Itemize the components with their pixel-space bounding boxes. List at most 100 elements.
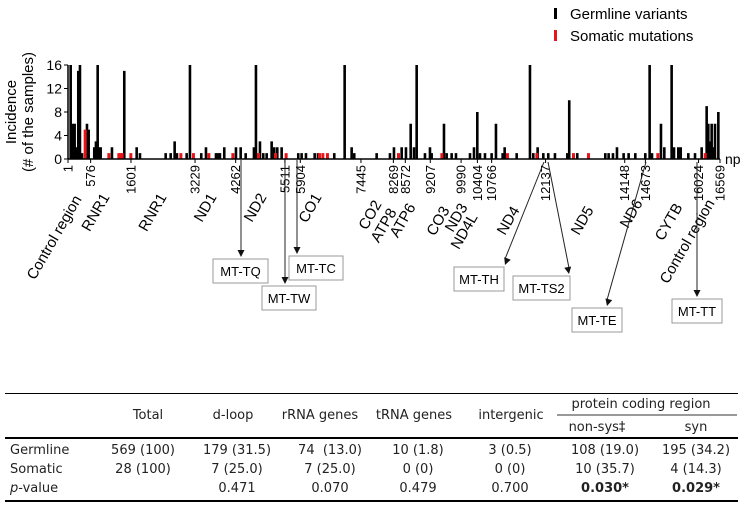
germline-bar bbox=[69, 65, 72, 159]
annotation-box bbox=[261, 285, 317, 311]
germline-bar bbox=[244, 153, 247, 159]
cell: 28 (100) bbox=[115, 462, 171, 477]
germline-bar bbox=[218, 153, 222, 159]
germline-bar bbox=[110, 147, 114, 159]
germline-bar bbox=[392, 147, 396, 159]
arrowhead-icon bbox=[237, 250, 245, 257]
germline-bar bbox=[676, 147, 680, 159]
header-rrna: rRNA genes bbox=[281, 408, 359, 423]
row-label-pvalue: p-value bbox=[10, 481, 58, 496]
somatic-bar bbox=[120, 153, 124, 159]
germline-bar bbox=[375, 153, 378, 159]
somatic-bar bbox=[440, 153, 444, 159]
somatic-bar bbox=[191, 153, 195, 159]
table-bottom-rule bbox=[5, 500, 738, 502]
cell: 0.479 bbox=[399, 481, 437, 496]
germline-bar bbox=[412, 147, 416, 159]
germline-bar bbox=[644, 153, 647, 159]
cell: 74 (13.0) bbox=[298, 443, 362, 458]
somatic-bar bbox=[207, 153, 211, 159]
annotation-label: MT-TS2 bbox=[518, 281, 564, 296]
row-label-germline: Germline bbox=[10, 443, 70, 458]
annotation-label: MT-TQ bbox=[220, 264, 260, 279]
x-tick-label: 10404 bbox=[470, 165, 485, 201]
germline-bar bbox=[713, 123, 717, 159]
x-tick-label: 16569 bbox=[713, 165, 728, 201]
arrowhead-icon bbox=[564, 266, 572, 274]
somatic-bar bbox=[129, 153, 133, 159]
y-axis-subtitle: (# of the samples) bbox=[20, 52, 37, 172]
x-tick-label: 1 bbox=[61, 165, 76, 172]
germline-bar bbox=[679, 147, 682, 159]
arrowhead-icon bbox=[605, 298, 613, 306]
annotation-label: MT-TE bbox=[578, 313, 617, 328]
y-tick-label: 8 bbox=[54, 104, 62, 120]
germline-bar bbox=[468, 153, 472, 159]
annotation-label: MT-TT bbox=[678, 304, 716, 319]
germline-bar bbox=[490, 153, 493, 159]
germline-bar bbox=[252, 147, 256, 159]
somatic-bar bbox=[179, 153, 183, 159]
germline-bar bbox=[553, 153, 557, 159]
germline-bar bbox=[214, 153, 218, 159]
bars-layer bbox=[69, 65, 720, 159]
germline-bar bbox=[80, 153, 84, 159]
germline-bar bbox=[705, 106, 708, 159]
germline-bar bbox=[304, 153, 308, 159]
legend-swatch bbox=[554, 8, 557, 19]
somatic-bar bbox=[284, 153, 288, 159]
germline-bar bbox=[71, 123, 74, 159]
germline-bar bbox=[313, 153, 316, 159]
germline-bar bbox=[188, 65, 192, 159]
annotation-box bbox=[288, 255, 344, 281]
p-italic: p bbox=[10, 481, 19, 496]
annotation-box bbox=[453, 266, 505, 292]
germline-bar bbox=[87, 129, 90, 159]
legend: Germline variants Somatic mutations bbox=[554, 6, 693, 45]
annotation-box bbox=[512, 275, 571, 301]
germline-bar bbox=[708, 141, 712, 159]
cell: 0.700 bbox=[491, 481, 529, 496]
germline-bar bbox=[275, 147, 279, 159]
germline-bar bbox=[400, 147, 403, 159]
germline-bar bbox=[717, 112, 720, 159]
header-protein: protein coding region bbox=[571, 397, 711, 412]
x-tick-label: 8269 bbox=[386, 165, 401, 194]
arrowhead-icon bbox=[693, 290, 701, 297]
somatic-bar bbox=[656, 153, 660, 159]
x-tick-label: 576 bbox=[83, 165, 98, 187]
germline-bar bbox=[611, 153, 615, 159]
header-trna: tRNA genes bbox=[375, 408, 453, 423]
cell: 10 (35.7) bbox=[575, 462, 635, 477]
somatic-bar bbox=[571, 153, 575, 159]
cell: 569 (100) bbox=[111, 443, 175, 458]
somatic-bar bbox=[83, 129, 87, 159]
germline-bar bbox=[663, 147, 666, 159]
annotation-arrow-line bbox=[606, 161, 647, 301]
somatic-bar bbox=[317, 153, 321, 159]
germline-bar bbox=[428, 147, 432, 159]
germline-bar bbox=[135, 147, 138, 159]
germline-bar bbox=[542, 153, 545, 159]
cell: 3 (0.5) bbox=[488, 443, 532, 458]
somatic-bar bbox=[535, 153, 539, 159]
germline-bar bbox=[603, 153, 607, 159]
germline-bar bbox=[627, 153, 630, 159]
germline-bar bbox=[483, 153, 487, 159]
germline-bar bbox=[265, 153, 268, 159]
cell: 7 (25.0) bbox=[211, 462, 263, 477]
cell: 10 (1.8) bbox=[392, 443, 444, 458]
germline-bar bbox=[693, 153, 697, 159]
x-tick-label: 8572 bbox=[398, 165, 413, 194]
somatic-bar bbox=[321, 153, 325, 159]
x-tick-label: 3229 bbox=[188, 165, 203, 194]
germline-bar bbox=[615, 147, 619, 159]
legend-swatch bbox=[554, 30, 557, 41]
germline-bar bbox=[222, 147, 226, 159]
somatic-bar bbox=[256, 153, 260, 159]
germline-bar bbox=[445, 153, 448, 159]
protein-underline bbox=[557, 414, 737, 416]
x-tick-label: 14673 bbox=[638, 165, 653, 201]
